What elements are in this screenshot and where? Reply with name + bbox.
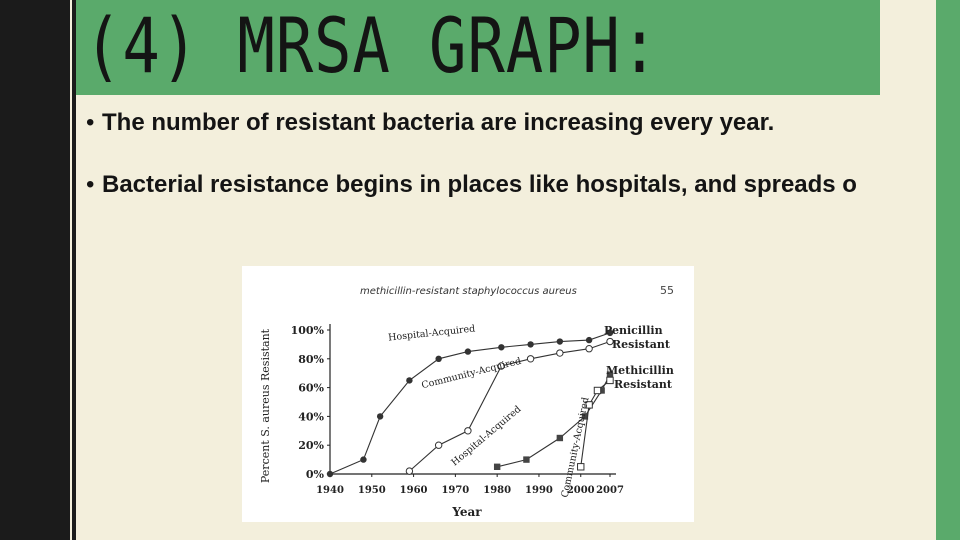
series-label: Hospital-Acquired bbox=[449, 404, 523, 469]
y-tick-label: 0% bbox=[306, 468, 325, 481]
bullet-item: • The number of resistant bacteria are i… bbox=[86, 106, 926, 140]
data-point bbox=[577, 463, 585, 471]
y-axis-label: Percent S. aureus Resistant bbox=[259, 328, 272, 483]
data-point bbox=[585, 401, 593, 409]
data-point bbox=[606, 371, 614, 378]
y-tick-label: 40% bbox=[298, 410, 324, 423]
data-point bbox=[497, 362, 506, 370]
x-tick-label: 1980 bbox=[483, 485, 511, 496]
mrsa-chart-image: methicillin-resistant staphylococcus aur… bbox=[242, 266, 694, 522]
data-point bbox=[435, 355, 442, 362]
y-tick-label: 20% bbox=[298, 439, 324, 452]
y-tick-label: 80% bbox=[298, 353, 324, 366]
group-label: Resistant bbox=[614, 378, 673, 391]
mrsa-line-chart: methicillin-resistant staphylococcus aur… bbox=[259, 284, 674, 519]
data-point bbox=[526, 355, 535, 363]
series-label: Hospital-Acquired bbox=[388, 323, 476, 343]
data-point bbox=[556, 338, 564, 345]
x-tick-label: 1960 bbox=[400, 485, 428, 496]
data-point bbox=[326, 470, 334, 478]
series-line bbox=[409, 341, 611, 472]
data-point bbox=[585, 345, 593, 353]
x-tick-label: 2007 bbox=[596, 485, 624, 496]
x-tick-label: 1990 bbox=[525, 485, 553, 496]
bullet-dot-icon: • bbox=[86, 109, 95, 136]
data-point bbox=[464, 427, 472, 435]
left-decorative-bar bbox=[0, 0, 76, 540]
slide-title: (4) MRSA GRAPH: bbox=[84, 1, 660, 90]
data-point bbox=[527, 341, 534, 348]
data-point bbox=[376, 413, 384, 420]
data-point bbox=[360, 456, 367, 463]
x-tick-label: 1940 bbox=[316, 485, 344, 496]
series-line bbox=[497, 374, 611, 468]
data-point bbox=[523, 456, 530, 463]
series-line bbox=[580, 379, 611, 467]
chart-title: methicillin-resistant staphylococcus aur… bbox=[360, 286, 577, 297]
right-decorative-bar bbox=[936, 0, 960, 540]
bullet-dot-icon: • bbox=[86, 171, 95, 198]
x-axis-label: Year bbox=[451, 505, 482, 519]
series-label: Community-Acquired bbox=[560, 396, 592, 498]
title-banner bbox=[76, 0, 880, 95]
bullet-list: • The number of resistant bacteria are i… bbox=[86, 106, 926, 202]
data-point bbox=[606, 376, 614, 385]
y-tick-label: 100% bbox=[291, 324, 325, 337]
group-label: Penicillin bbox=[604, 324, 663, 337]
group-label: Resistant bbox=[612, 338, 671, 351]
bullet-text: The number of resistant bacteria are inc… bbox=[102, 109, 775, 136]
data-point bbox=[598, 387, 605, 394]
x-tick-label: 2000 bbox=[567, 485, 595, 496]
data-point bbox=[406, 377, 413, 384]
y-tick-label: 60% bbox=[298, 382, 324, 395]
x-tick-label: 1970 bbox=[441, 485, 469, 496]
bullet-text: Bacterial resistance begins in places li… bbox=[102, 171, 857, 198]
bullet-item: • Bacterial resistance begins in places … bbox=[86, 168, 926, 202]
data-point bbox=[498, 344, 505, 351]
data-point bbox=[464, 348, 472, 355]
data-point bbox=[556, 434, 564, 442]
data-point bbox=[556, 349, 564, 357]
data-point bbox=[405, 467, 414, 475]
data-point bbox=[493, 463, 501, 470]
data-point bbox=[581, 413, 589, 420]
data-point bbox=[606, 337, 614, 346]
data-point bbox=[434, 441, 443, 449]
data-point bbox=[585, 336, 593, 344]
data-point bbox=[593, 386, 602, 395]
group-label: Methicillin bbox=[606, 364, 674, 377]
figure-number: 55 bbox=[660, 284, 674, 297]
data-point bbox=[606, 329, 614, 337]
x-tick-label: 1950 bbox=[358, 485, 386, 496]
